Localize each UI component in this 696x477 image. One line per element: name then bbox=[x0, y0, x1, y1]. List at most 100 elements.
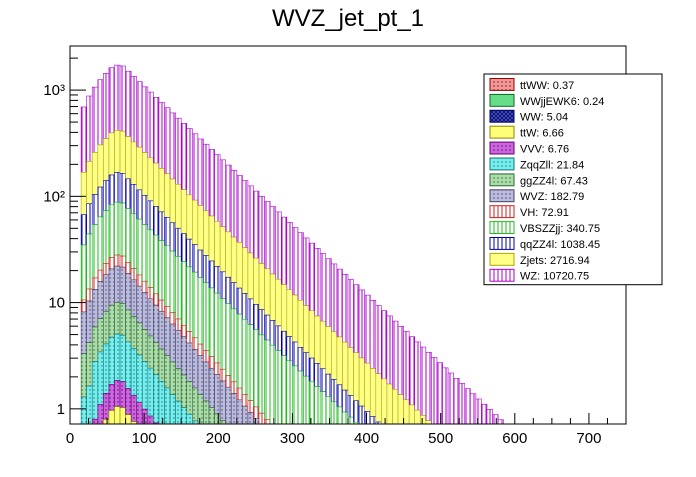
bar-VBSZZjj-bin-25 bbox=[208, 287, 215, 357]
legend-label-Zjets: Zjets: 2716.94 bbox=[520, 255, 590, 267]
bar-VH-bin-14 bbox=[147, 287, 154, 300]
bar-VBSZZjj-bin-43 bbox=[308, 381, 315, 425]
legend-swatch-WWjjEWK6 bbox=[489, 93, 515, 107]
bar-qqZZ4l-bin-36 bbox=[269, 320, 277, 346]
bar-ggZZ4l-bin-22 bbox=[192, 387, 199, 422]
bar-qqZZ4l-bin-28 bbox=[225, 276, 232, 304]
bar-Zjets-bin-17 bbox=[164, 173, 171, 218]
y-tick-label: 1 bbox=[57, 401, 65, 418]
bar-qqZZ4l-bin-45 bbox=[319, 368, 327, 392]
bar-Zjets-bin-39 bbox=[286, 289, 293, 337]
bar-VBSZZjj-bin-31 bbox=[242, 319, 249, 395]
bar-WZ-bin-58 bbox=[392, 320, 399, 390]
bar-WVZ-bin-19 bbox=[175, 330, 182, 369]
bar-WZ-bin-73 bbox=[475, 398, 482, 425]
bar-WVZ-bin-18 bbox=[169, 323, 176, 363]
bar-VH-bin-13 bbox=[141, 280, 149, 293]
bar-qqZZ4l-bin-51 bbox=[353, 400, 360, 423]
chart-title: WVZ_jet_pt_1 bbox=[272, 5, 424, 32]
bar-VH-bin-34 bbox=[258, 412, 265, 425]
bar-ZqqZll-bin-16 bbox=[158, 381, 165, 425]
bar-WVZ-bin-2 bbox=[80, 311, 87, 354]
bar-WZ-bin-75 bbox=[486, 409, 493, 425]
bar-VVV-bin-13 bbox=[141, 408, 149, 425]
bar-Zjets-bin-20 bbox=[180, 189, 188, 235]
legend-label-ttW: ttW: 6.66 bbox=[520, 128, 564, 140]
bar-VH-bin-30 bbox=[236, 387, 243, 401]
bar-ttW-bin-10 bbox=[125, 414, 132, 425]
bar-VH-bin-24 bbox=[203, 350, 210, 363]
bar-VH-bin-17 bbox=[164, 306, 171, 319]
bar-qqZZ4l-bin-37 bbox=[275, 325, 282, 351]
legend-swatch-VH bbox=[489, 205, 515, 219]
bar-VVV-bin-14 bbox=[147, 415, 154, 425]
bar-Zjets-bin-31 bbox=[242, 247, 249, 294]
bar-VBSZZjj-bin-2 bbox=[80, 244, 87, 301]
bar-Zjets-bin-13 bbox=[141, 152, 149, 196]
bar-WZ-bin-22 bbox=[192, 133, 199, 201]
bar-qqZZ4l-bin-48 bbox=[336, 384, 343, 408]
bar-WZ-bin-16 bbox=[158, 102, 165, 169]
bar-VH-bin-10 bbox=[125, 262, 132, 274]
bar-VBSZZjj-bin-33 bbox=[253, 329, 260, 408]
bar-qqZZ4l-bin-4 bbox=[91, 194, 99, 225]
bar-Zjets-bin-54 bbox=[369, 368, 377, 417]
bar-Zjets-bin-33 bbox=[253, 257, 260, 305]
bar-VBSZZjj-bin-45 bbox=[319, 391, 327, 425]
bar-qqZZ4l-bin-31 bbox=[242, 293, 249, 320]
bar-VVV-bin-5 bbox=[97, 404, 104, 425]
bar-VBSZZjj-bin-36 bbox=[269, 344, 277, 425]
bar-qqZZ4l-bin-44 bbox=[314, 363, 321, 387]
x-tick-label: 300 bbox=[280, 430, 305, 447]
bar-qqZZ4l-bin-47 bbox=[331, 379, 338, 403]
bar-qqZZ4l-bin-18 bbox=[169, 222, 176, 252]
bar-VH-bin-6 bbox=[103, 263, 110, 275]
bar-ggZZ4l-bin-15 bbox=[153, 342, 160, 376]
bar-WZ-bin-9 bbox=[119, 65, 126, 132]
bar-WZ-bin-18 bbox=[169, 112, 176, 180]
bar-qqZZ4l-bin-13 bbox=[141, 195, 149, 225]
bar-WVZ-bin-33 bbox=[253, 418, 260, 425]
bar-qqZZ4l-bin-53 bbox=[364, 411, 371, 425]
bar-VBSZZjj-bin-41 bbox=[297, 370, 304, 425]
bar-WVZ-bin-3 bbox=[86, 300, 93, 343]
bar-VBSZZjj-bin-11 bbox=[130, 213, 138, 269]
bar-VH-bin-5 bbox=[97, 269, 104, 282]
bar-VBSZZjj-bin-18 bbox=[169, 250, 176, 313]
bar-VH-bin-27 bbox=[219, 368, 226, 382]
bar-qqZZ4l-bin-16 bbox=[158, 211, 165, 241]
bar-WVZ-bin-12 bbox=[136, 285, 143, 324]
bar-WZ-bin-77 bbox=[497, 419, 504, 425]
legend-swatch-ttW bbox=[489, 125, 515, 139]
bar-ttW-bin-8 bbox=[114, 406, 121, 425]
bar-ZqqZll-bin-6 bbox=[103, 343, 110, 394]
bar-WZ-bin-55 bbox=[375, 305, 382, 374]
bar-Zjets-bin-24 bbox=[203, 210, 210, 256]
bar-VBSZZjj-bin-16 bbox=[158, 240, 165, 301]
bar-VBSZZjj-bin-8 bbox=[114, 201, 121, 256]
bar-VBSZZjj-bin-24 bbox=[203, 282, 210, 351]
bar-Zjets-bin-3 bbox=[86, 161, 93, 205]
bar-VBSZZjj-bin-42 bbox=[303, 375, 310, 425]
bar-ZqqZll-bin-7 bbox=[108, 336, 115, 385]
bar-qqZZ4l-bin-24 bbox=[203, 255, 210, 284]
bar-Zjets-bin-29 bbox=[230, 236, 238, 283]
bar-WZ-bin-44 bbox=[314, 248, 321, 317]
bar-VH-bin-31 bbox=[242, 394, 249, 407]
bar-WZ-bin-41 bbox=[297, 232, 304, 301]
bar-qqZZ4l-bin-50 bbox=[347, 395, 354, 418]
bar-Zjets-bin-12 bbox=[136, 146, 143, 191]
bar-Zjets-bin-6 bbox=[103, 138, 110, 181]
bar-WZ-bin-68 bbox=[447, 372, 454, 425]
bar-VH-bin-15 bbox=[153, 293, 160, 306]
bar-ZqqZll-bin-21 bbox=[186, 413, 193, 425]
bar-ttW-bin-6 bbox=[103, 419, 110, 425]
bar-VH-bin-12 bbox=[136, 274, 143, 287]
bar-WZ-bin-39 bbox=[286, 222, 293, 291]
legend-swatch-WVZ bbox=[489, 189, 515, 203]
bar-WZ-bin-30 bbox=[236, 175, 243, 243]
bar-Zjets-bin-40 bbox=[292, 294, 299, 343]
bar-qqZZ4l-bin-29 bbox=[230, 282, 238, 310]
bar-VBSZZjj-bin-49 bbox=[342, 411, 349, 425]
bar-ggZZ4l-bin-9 bbox=[119, 303, 126, 336]
